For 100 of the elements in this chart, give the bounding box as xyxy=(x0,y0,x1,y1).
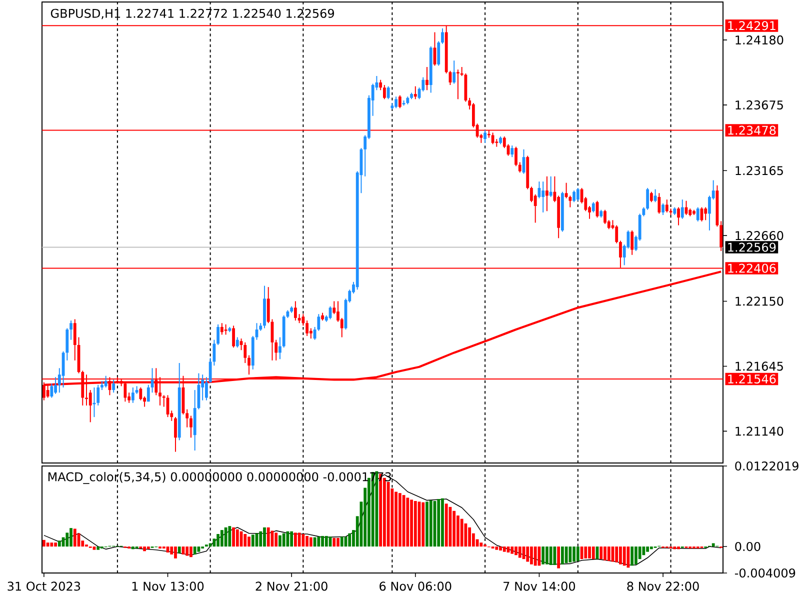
bar xyxy=(619,546,622,564)
candlestick xyxy=(88,390,92,423)
bar xyxy=(336,538,340,547)
bar xyxy=(441,498,444,547)
bar xyxy=(646,546,650,552)
bar xyxy=(398,493,402,547)
candlestick xyxy=(131,386,134,404)
bar xyxy=(174,546,177,558)
bar xyxy=(642,546,646,556)
bar xyxy=(673,546,676,550)
candlestick xyxy=(382,84,386,100)
bar xyxy=(546,546,548,564)
candlestick xyxy=(414,86,417,100)
bar xyxy=(600,546,603,560)
bar xyxy=(534,546,537,566)
bar xyxy=(572,546,576,562)
bar xyxy=(422,502,425,547)
candlestick xyxy=(100,380,104,391)
bar xyxy=(444,504,448,547)
bar xyxy=(228,526,232,547)
candlestick xyxy=(216,324,220,346)
bar xyxy=(526,546,530,562)
bar xyxy=(634,546,638,564)
y-tick-label: 0.0122019 xyxy=(735,461,798,471)
bar xyxy=(290,531,294,547)
candlestick xyxy=(96,384,100,406)
bar xyxy=(348,533,352,547)
candlestick xyxy=(677,206,680,226)
bar xyxy=(282,533,286,547)
bar xyxy=(146,546,150,550)
bar xyxy=(73,528,76,547)
y-tick-label: 0.00 xyxy=(735,542,760,552)
bar xyxy=(263,527,266,547)
x-tick-label: 2 Nov 21:00 xyxy=(256,582,328,591)
y-tick-label: 1.23675 xyxy=(736,100,783,110)
bar xyxy=(530,546,533,564)
bar xyxy=(294,532,297,547)
bar xyxy=(178,546,181,554)
bar xyxy=(394,492,398,547)
candlestick xyxy=(576,187,580,202)
bar xyxy=(259,531,262,547)
bar xyxy=(58,540,61,547)
candlestick xyxy=(662,202,664,216)
bar xyxy=(54,542,57,547)
bar xyxy=(460,518,464,547)
bar xyxy=(386,482,390,547)
bar xyxy=(426,502,428,547)
candlestick xyxy=(278,336,282,360)
bar xyxy=(607,546,610,562)
chart-title: GBPUSD,H1 1.22741 1.22772 1.22540 1.22569 xyxy=(50,8,334,20)
candlestick xyxy=(650,191,653,203)
bar xyxy=(514,546,518,556)
x-tick-label: 8 Nov 22:00 xyxy=(627,582,699,591)
bar xyxy=(495,546,498,550)
candlestick xyxy=(379,79,382,91)
candlestick xyxy=(546,176,548,212)
candlestick xyxy=(680,199,684,220)
candlestick xyxy=(615,224,618,244)
bar xyxy=(332,538,336,547)
bar xyxy=(542,546,545,564)
x-tick-label: 7 Nov 14:00 xyxy=(504,582,576,591)
candlestick xyxy=(696,206,700,222)
candlestick xyxy=(704,206,708,221)
bar xyxy=(630,546,634,566)
bar xyxy=(592,546,595,560)
candlestick xyxy=(437,40,440,66)
candlestick xyxy=(104,375,108,388)
bar xyxy=(220,530,224,547)
bar xyxy=(414,500,417,547)
candlestick xyxy=(398,94,402,109)
bar xyxy=(274,532,278,547)
bar xyxy=(92,546,96,550)
bar xyxy=(712,543,715,547)
candlestick xyxy=(224,324,228,336)
bar xyxy=(306,536,309,547)
bar xyxy=(197,546,200,552)
candlestick xyxy=(54,376,57,394)
bar xyxy=(317,536,320,547)
bar xyxy=(340,536,344,547)
x-tick-label: 6 Nov 06:00 xyxy=(380,582,452,591)
bar xyxy=(244,534,247,547)
candlestick xyxy=(654,188,657,203)
candlestick xyxy=(146,384,150,402)
candlestick xyxy=(592,202,595,213)
candlestick xyxy=(665,199,668,213)
candlestick xyxy=(514,146,518,167)
candlestick xyxy=(220,322,224,336)
candlestick xyxy=(604,209,606,224)
candlestick xyxy=(630,230,634,256)
bar xyxy=(650,546,653,550)
candlestick xyxy=(190,415,192,438)
candlestick xyxy=(426,66,428,91)
bar xyxy=(604,546,606,560)
candlestick xyxy=(518,162,522,174)
bar xyxy=(502,546,506,552)
bar xyxy=(437,499,440,547)
bar xyxy=(480,542,483,547)
bar xyxy=(553,546,556,566)
ref-line-label: 1.22569 xyxy=(728,242,776,252)
bar xyxy=(499,546,502,550)
